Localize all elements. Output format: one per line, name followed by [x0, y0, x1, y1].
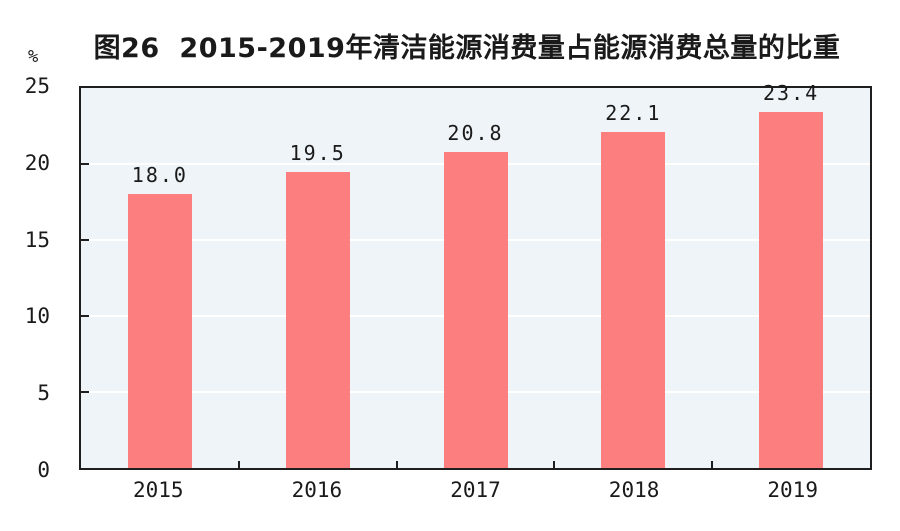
x-tick-label: 2015 [133, 478, 184, 502]
bar-value-label: 22.1 [605, 101, 662, 126]
x-tick-mark [237, 461, 240, 468]
x-tick-label: 2016 [291, 478, 343, 502]
y-tick-mark [81, 315, 89, 317]
y-axis: 0 5 10 15 20 25 [0, 74, 50, 482]
bar-2017 [443, 151, 508, 468]
bar-value-label: 18.0 [131, 163, 188, 188]
y-tick-label: 0 [37, 458, 50, 482]
y-tick-label: 15 [24, 227, 50, 252]
bar-value-label: 19.5 [289, 140, 346, 165]
x-axis: 2015 2016 2017 2018 2019 [79, 478, 872, 508]
y-tick-label: 25 [24, 74, 50, 98]
y-axis-unit-label: % [28, 47, 39, 67]
bar-2019 [759, 112, 824, 468]
x-tick-label: 2017 [450, 478, 501, 502]
bar-value-label: 20.8 [447, 120, 504, 145]
y-tick-mark [81, 163, 89, 165]
y-tick-mark [81, 391, 89, 393]
bar-2018 [601, 132, 666, 468]
y-tick-mark [81, 239, 89, 241]
x-tick-mark [395, 461, 398, 468]
chart-title: 图26 2015-2019年清洁能源消费量占能源消费总量的比重 [93, 33, 841, 64]
y-tick-label: 5 [37, 381, 50, 406]
bar-value-label: 23.4 [763, 81, 820, 106]
plot-area: 18.0 19.5 20.8 22.1 23.4 [79, 81, 872, 470]
x-tick-label: 2019 [767, 478, 818, 502]
x-tick-mark [553, 461, 556, 468]
x-tick-mark [711, 461, 714, 468]
bar-2016 [285, 171, 350, 468]
y-tick-label: 20 [24, 150, 50, 175]
x-tick-label: 2018 [608, 478, 660, 502]
y-tick-label: 10 [24, 304, 50, 329]
bar-2015 [127, 194, 192, 468]
